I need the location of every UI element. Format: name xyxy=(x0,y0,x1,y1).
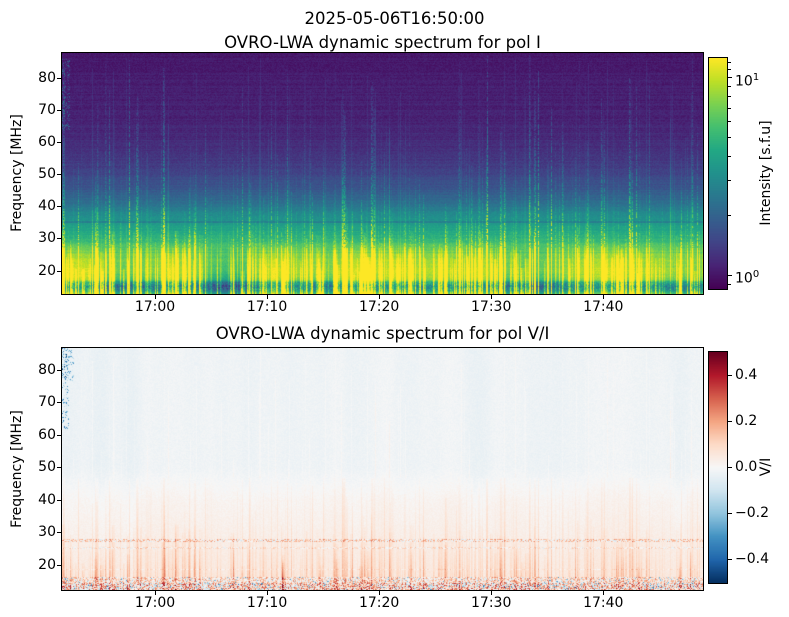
colorbar-minor-tick xyxy=(728,180,731,182)
y-tick-label: 70 xyxy=(38,394,56,411)
x-tick-label: 17:00 xyxy=(134,299,176,315)
colorbar-minor-tick xyxy=(728,86,731,88)
x-tick xyxy=(154,591,156,595)
colorbar-minor-tick xyxy=(728,96,731,98)
pol-i-colorbar-label: Intensity [s.f.u] xyxy=(758,120,774,226)
y-tick-label: 50 xyxy=(38,459,56,476)
pol-i-heatmap-canvas xyxy=(62,53,703,294)
pol-vi-spectrogram xyxy=(61,347,704,591)
colorbar-minor-tick xyxy=(728,61,731,63)
colorbar-minor-tick xyxy=(728,283,731,285)
x-tick-label: 17:10 xyxy=(246,595,288,611)
x-tick xyxy=(154,295,156,299)
y-tick xyxy=(57,467,61,469)
y-tick-label: 60 xyxy=(38,133,56,150)
colorbar-tick xyxy=(728,374,732,376)
y-tick-label: 40 xyxy=(38,198,56,215)
x-tick-label: 17:30 xyxy=(471,299,512,315)
x-tick xyxy=(490,591,492,595)
y-tick-label: 50 xyxy=(38,166,56,183)
y-tick-label: 30 xyxy=(38,524,56,541)
y-tick-label: 20 xyxy=(38,556,56,573)
y-tick-label: 80 xyxy=(38,361,56,378)
y-tick xyxy=(57,532,61,534)
x-tick-label: 17:40 xyxy=(583,595,624,611)
colorbar-minor-tick xyxy=(728,155,731,157)
x-tick xyxy=(266,295,268,299)
y-tick xyxy=(57,369,61,371)
pol-vi-heatmap-canvas xyxy=(62,348,703,590)
y-tick xyxy=(57,499,61,501)
pol-i-title: OVRO-LWA dynamic spectrum for pol I xyxy=(224,33,541,52)
y-tick-label: 60 xyxy=(38,426,56,443)
y-tick xyxy=(57,402,61,404)
colorbar-tick-label: −0.4 xyxy=(735,551,769,568)
x-tick xyxy=(490,295,492,299)
y-tick xyxy=(57,270,61,272)
y-tick-label: 80 xyxy=(38,69,56,86)
x-tick-label: 17:20 xyxy=(358,595,400,611)
colorbar-major-tick xyxy=(728,77,732,79)
colorbar-tick-label: 0.4 xyxy=(735,366,758,383)
x-tick-label: 17:10 xyxy=(246,299,288,315)
x-tick xyxy=(602,591,604,595)
y-tick-label: 20 xyxy=(38,262,56,279)
pol-vi-colorbar-canvas xyxy=(709,352,727,583)
y-tick xyxy=(57,77,61,79)
colorbar-tick-label: 100 xyxy=(735,269,760,287)
colorbar-tick xyxy=(728,467,732,468)
pol-vi-title: OVRO-LWA dynamic spectrum for pol V/I xyxy=(215,324,550,343)
x-tick xyxy=(378,295,380,299)
y-tick xyxy=(57,174,61,176)
colorbar-tick xyxy=(728,513,732,515)
pol-i-colorbar xyxy=(708,57,728,290)
pol-vi-colorbar xyxy=(708,351,728,584)
y-tick xyxy=(57,238,61,240)
colorbar-minor-tick xyxy=(728,107,731,109)
pol-i-spectrogram xyxy=(61,52,704,295)
colorbar-minor-tick xyxy=(728,121,731,123)
x-tick-label: 17:00 xyxy=(134,595,176,611)
colorbar-tick xyxy=(728,559,732,561)
colorbar-minor-tick xyxy=(728,215,731,217)
y-tick xyxy=(57,206,61,208)
x-tick-label: 17:30 xyxy=(471,595,512,611)
x-tick xyxy=(602,295,604,299)
y-tick-label: 30 xyxy=(38,230,56,247)
colorbar-major-tick xyxy=(728,274,732,276)
y-tick-label: 40 xyxy=(38,491,56,508)
pol-i-colorbar-canvas xyxy=(709,58,727,289)
colorbar-minor-tick xyxy=(728,136,731,138)
x-tick-label: 17:40 xyxy=(583,299,624,315)
y-tick xyxy=(57,141,61,143)
x-tick-label: 17:20 xyxy=(358,299,400,315)
colorbar-tick-label: −0.2 xyxy=(735,505,769,522)
y-tick-label: 70 xyxy=(38,101,56,118)
x-tick xyxy=(378,591,380,595)
colorbar-tick xyxy=(728,420,732,422)
pol-vi-colorbar-label: V/I xyxy=(758,457,774,477)
colorbar-tick-label: 101 xyxy=(735,71,760,90)
colorbar-tick-label: 0.2 xyxy=(735,412,758,429)
x-tick xyxy=(266,591,268,595)
colorbar-minor-tick xyxy=(728,69,731,71)
figure-suptitle: 2025-05-06T16:50:00 xyxy=(304,9,485,28)
y-tick xyxy=(57,434,61,436)
colorbar-tick-label: 0.0 xyxy=(735,459,758,475)
y-tick xyxy=(57,564,61,566)
y-tick xyxy=(57,109,61,111)
